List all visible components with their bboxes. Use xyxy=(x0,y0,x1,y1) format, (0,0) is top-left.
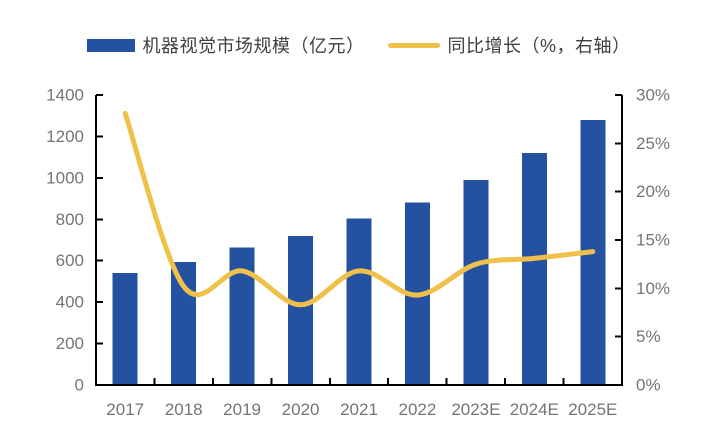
bar-2024E xyxy=(521,153,547,385)
x-axis-label-2018: 2018 xyxy=(165,400,203,419)
x-axis-label-2021: 2021 xyxy=(340,400,378,419)
bar-2018 xyxy=(171,261,197,386)
x-axis-label-2025E: 2025E xyxy=(568,400,617,419)
x-axis-label-2020: 2020 xyxy=(282,400,320,419)
left-axis-tick-label: 1400 xyxy=(46,86,84,105)
chart-legend: 机器视觉市场规模（亿元） 同比增长（%，右轴） xyxy=(0,32,718,58)
x-axis-label-2017: 2017 xyxy=(106,400,144,419)
legend-item-market-size: 机器视觉市场规模（亿元） xyxy=(87,32,364,58)
left-axis-tick-label: 600 xyxy=(56,251,84,270)
left-axis-tick-label: 0 xyxy=(75,376,84,395)
left-axis-tick-label: 1200 xyxy=(46,127,84,146)
bar-series-swatch xyxy=(87,38,136,52)
right-axis-tick-label: 20% xyxy=(636,182,670,201)
bar-2019 xyxy=(229,247,255,386)
right-axis-tick-label: 5% xyxy=(636,327,661,346)
bar-2017 xyxy=(112,273,138,385)
bar-2021 xyxy=(346,218,372,386)
left-axis-tick-label: 800 xyxy=(56,210,84,229)
left-axis-tick-label: 200 xyxy=(56,334,84,353)
right-axis-tick-label: 30% xyxy=(636,86,670,105)
x-axis-label-2022: 2022 xyxy=(398,400,436,419)
legend-item-yoy-growth: 同比增长（%，右轴） xyxy=(388,32,630,58)
line-series-label: 同比增长（%，右轴） xyxy=(447,36,631,56)
bar-2023E xyxy=(463,179,489,385)
bar-2020 xyxy=(288,235,314,385)
x-axis-label-2019: 2019 xyxy=(223,400,261,419)
right-axis-tick-label: 25% xyxy=(636,134,670,153)
x-axis-label-2023E: 2023E xyxy=(451,400,500,419)
left-axis-tick-label: 1000 xyxy=(46,168,84,187)
bar-series-label: 机器视觉市场规模（亿元） xyxy=(142,36,365,56)
yoy-growth-line xyxy=(122,110,596,308)
right-axis-tick-label: 10% xyxy=(636,279,670,298)
right-axis-tick-label: 0% xyxy=(636,376,661,395)
line-series-swatch xyxy=(388,42,441,48)
left-axis-tick-label: 400 xyxy=(56,293,84,312)
right-axis-tick-label: 15% xyxy=(636,231,670,250)
x-axis-label-2024E: 2024E xyxy=(510,400,559,419)
